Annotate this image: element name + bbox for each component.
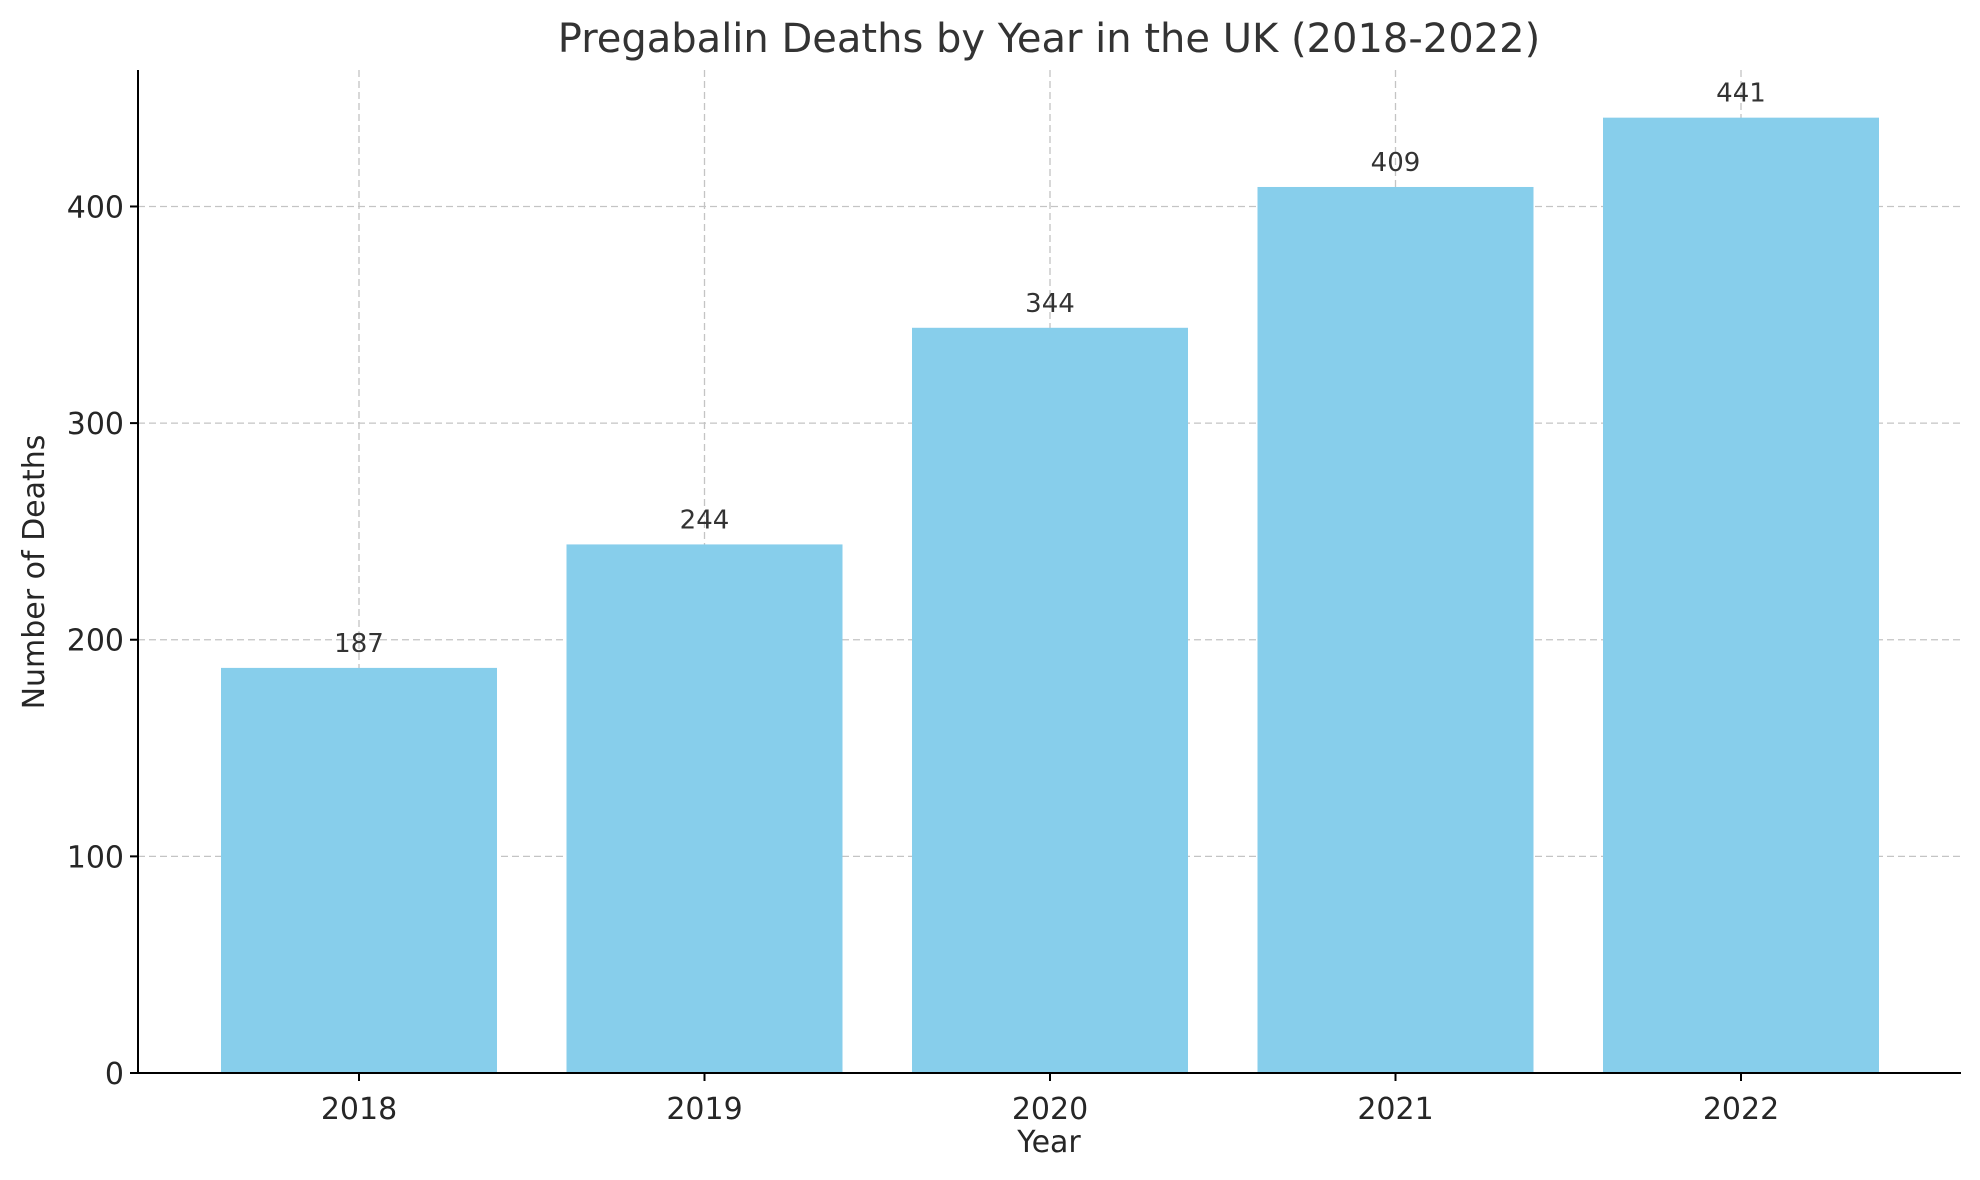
x-tick-label: 2019 bbox=[666, 1092, 742, 1127]
data-labels: 187 244 344 409 441 bbox=[334, 79, 1766, 659]
bar-2021 bbox=[1257, 186, 1534, 1073]
x-tick-label: 2018 bbox=[321, 1092, 397, 1127]
bar-2019 bbox=[566, 544, 843, 1073]
data-label-2021: 409 bbox=[1371, 148, 1421, 178]
chart-title: Pregabalin Deaths by Year in the UK (201… bbox=[558, 16, 1540, 62]
y-tick-label: 100 bbox=[67, 840, 124, 875]
y-tick-label: 200 bbox=[67, 624, 124, 659]
data-label-2019: 244 bbox=[680, 505, 730, 535]
x-tick-label: 2021 bbox=[1357, 1092, 1433, 1127]
x-tick-label: 2020 bbox=[1012, 1092, 1088, 1127]
data-label-2022: 441 bbox=[1716, 79, 1766, 109]
y-tick-label: 0 bbox=[105, 1057, 124, 1092]
x-axis-label: Year bbox=[1016, 1125, 1081, 1160]
bar-2020 bbox=[912, 327, 1188, 1073]
bar-2018 bbox=[221, 667, 497, 1073]
data-label-2020: 344 bbox=[1025, 289, 1075, 319]
tick-labels: 0 100 200 300 400 2018 2019 2020 2021 2022 bbox=[67, 190, 1779, 1127]
data-label-2018: 187 bbox=[334, 629, 384, 659]
y-tick-label: 400 bbox=[67, 190, 124, 225]
y-axis-label: Number of Deaths bbox=[17, 435, 52, 710]
x-tick-label: 2022 bbox=[1703, 1092, 1779, 1127]
bar-2022 bbox=[1603, 117, 1879, 1073]
y-tick-label: 300 bbox=[67, 407, 124, 442]
bars bbox=[221, 117, 1879, 1073]
